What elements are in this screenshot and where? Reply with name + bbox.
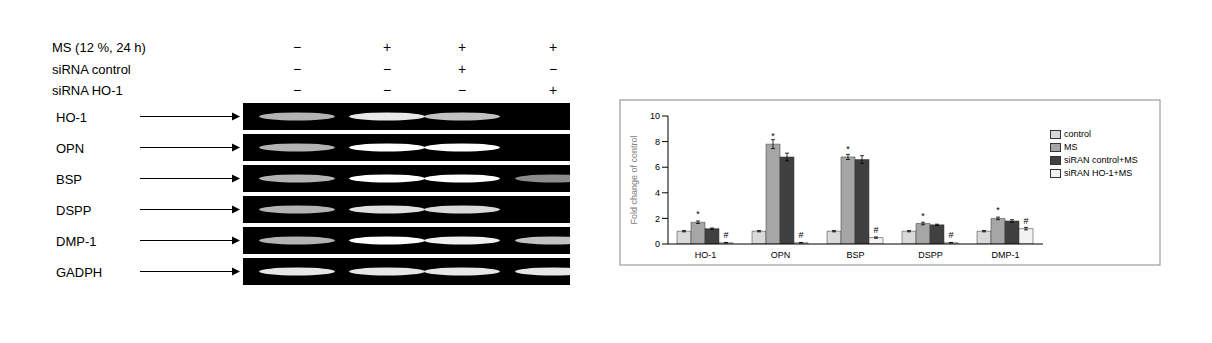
svg-text:+: + bbox=[383, 39, 391, 55]
svg-text:10: 10 bbox=[650, 111, 660, 121]
svg-text:#: # bbox=[873, 225, 878, 235]
html-text:control: control bbox=[1064, 129, 1091, 139]
svg-text:*: * bbox=[771, 131, 775, 141]
svg-text:4: 4 bbox=[655, 188, 660, 198]
svg-text:*: * bbox=[921, 211, 925, 221]
svg-text:DMP-1: DMP-1 bbox=[991, 250, 1019, 260]
svg-text:siRNA HO-1: siRNA HO-1 bbox=[52, 83, 123, 98]
svg-text:+: + bbox=[549, 39, 557, 55]
svg-text:−: − bbox=[383, 82, 391, 98]
svg-text:*: * bbox=[846, 144, 850, 154]
svg-text:−: − bbox=[549, 61, 557, 77]
svg-text:−: − bbox=[293, 61, 301, 77]
svg-text:*: * bbox=[696, 209, 700, 219]
svg-text:#: # bbox=[798, 230, 803, 240]
svg-text:−: − bbox=[383, 61, 391, 77]
html-text:siRAN control+MS: siRAN control+MS bbox=[1064, 155, 1138, 165]
svg-text:+: + bbox=[458, 39, 466, 55]
svg-text:+: + bbox=[458, 61, 466, 77]
svg-text:BSP: BSP bbox=[846, 250, 864, 260]
svg-text:OPN: OPN bbox=[56, 141, 84, 156]
svg-text:OPN: OPN bbox=[771, 250, 791, 260]
svg-text:0: 0 bbox=[655, 239, 660, 249]
svg-text:8: 8 bbox=[655, 137, 660, 147]
svg-text:DMP-1: DMP-1 bbox=[56, 234, 96, 249]
svg-text:GADPH: GADPH bbox=[56, 265, 102, 280]
svg-text:siRNA control: siRNA control bbox=[52, 62, 131, 77]
svg-text:*: * bbox=[996, 205, 1000, 215]
svg-text:HO-1: HO-1 bbox=[56, 110, 87, 125]
svg-text:6: 6 bbox=[655, 162, 660, 172]
html-text:MS: MS bbox=[1064, 142, 1078, 152]
svg-text:#: # bbox=[723, 230, 728, 240]
svg-text:−: − bbox=[293, 82, 301, 98]
svg-text:Fold change of control: Fold change of control bbox=[629, 135, 639, 224]
svg-text:+: + bbox=[549, 82, 557, 98]
svg-text:HO-1: HO-1 bbox=[695, 250, 717, 260]
html-text:siRAN HO-1+MS: siRAN HO-1+MS bbox=[1064, 168, 1133, 178]
svg-text:2: 2 bbox=[655, 214, 660, 224]
svg-text:BSP: BSP bbox=[56, 172, 82, 187]
svg-text:#: # bbox=[1023, 216, 1028, 226]
svg-text:DSPP: DSPP bbox=[56, 203, 91, 218]
svg-text:−: − bbox=[293, 39, 301, 55]
svg-text:DSPP: DSPP bbox=[918, 250, 943, 260]
svg-text:MS (12 %, 24 h): MS (12 %, 24 h) bbox=[52, 40, 146, 55]
svg-text:−: − bbox=[458, 82, 466, 98]
svg-text:#: # bbox=[948, 230, 953, 240]
